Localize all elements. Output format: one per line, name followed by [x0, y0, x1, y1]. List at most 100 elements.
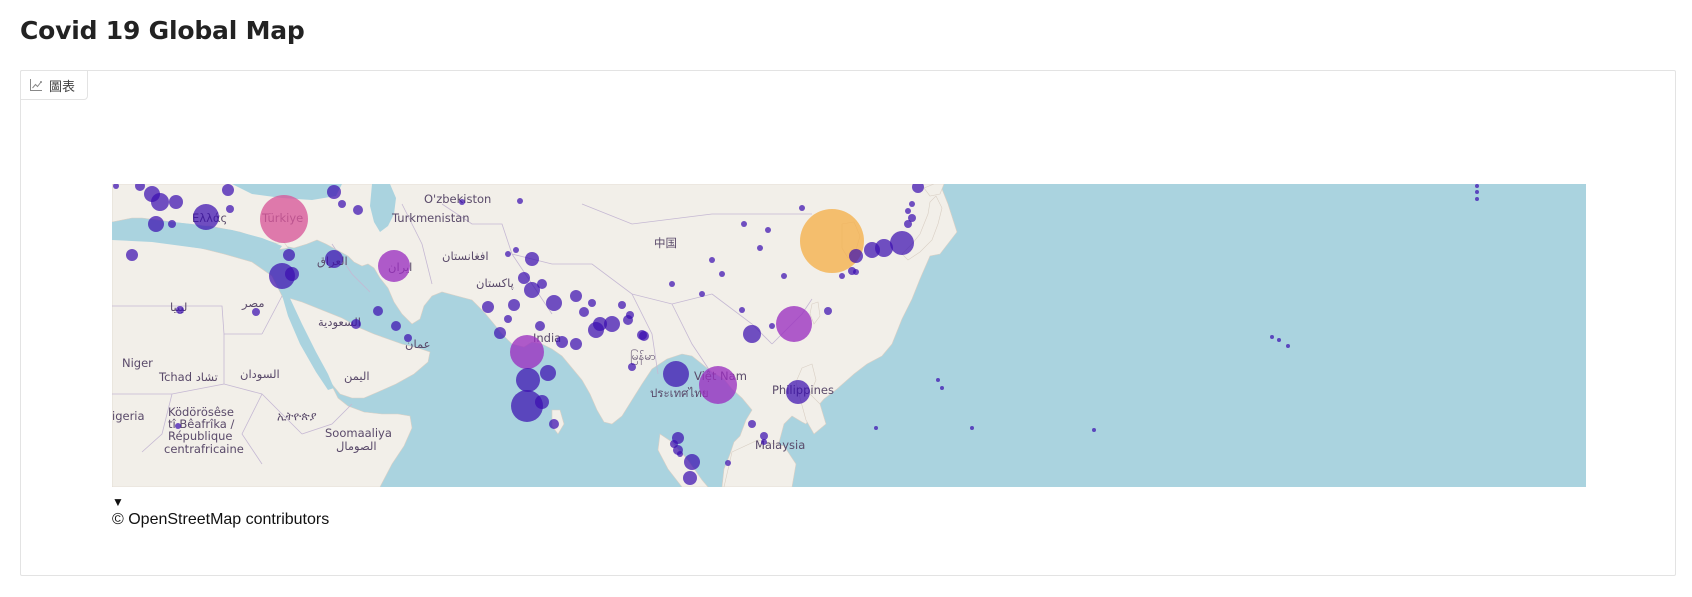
case-bubble[interactable] [1286, 344, 1290, 348]
case-bubble[interactable] [593, 317, 607, 331]
case-bubble[interactable] [699, 366, 737, 404]
case-bubble[interactable] [683, 471, 697, 485]
case-bubble[interactable] [513, 247, 519, 253]
case-bubble[interactable] [853, 269, 859, 275]
case-bubble[interactable] [719, 271, 725, 277]
case-bubble[interactable] [510, 335, 544, 369]
case-bubble[interactable] [144, 186, 160, 202]
case-bubble[interactable] [535, 321, 545, 331]
case-bubble[interactable] [760, 432, 768, 440]
chart-tab[interactable]: 圖表 [20, 70, 88, 100]
case-bubble[interactable] [540, 365, 556, 381]
case-bubble[interactable] [824, 307, 832, 315]
case-bubble[interactable] [725, 460, 731, 466]
case-bubble[interactable] [781, 273, 787, 279]
case-bubble[interactable] [283, 249, 295, 261]
case-bubble[interactable] [1475, 184, 1479, 188]
case-bubble[interactable] [391, 321, 401, 331]
case-bubble[interactable] [537, 279, 547, 289]
case-bubble[interactable] [373, 306, 383, 316]
case-bubble[interactable] [669, 281, 675, 287]
case-bubble[interactable] [905, 208, 911, 214]
case-bubble[interactable] [626, 311, 634, 319]
case-bubble[interactable] [570, 338, 582, 350]
case-bubble[interactable] [549, 419, 559, 429]
case-bubble[interactable] [222, 184, 234, 196]
case-bubble[interactable] [226, 205, 234, 213]
case-bubble[interactable] [588, 299, 596, 307]
case-bubble[interactable] [604, 316, 620, 332]
case-bubble[interactable] [508, 299, 520, 311]
case-bubble[interactable] [285, 267, 299, 281]
case-bubble[interactable] [169, 195, 183, 209]
case-bubble[interactable] [260, 195, 308, 243]
case-bubble[interactable] [378, 250, 410, 282]
case-bubble[interactable] [252, 308, 260, 316]
case-bubble[interactable] [904, 220, 912, 228]
map-area[interactable]: O'zbekistonTürkiyeTurkmenistan中国افغانستا… [112, 184, 1586, 487]
case-bubble[interactable] [684, 454, 700, 470]
case-bubble[interactable] [505, 251, 511, 257]
case-bubble[interactable] [482, 301, 494, 313]
case-bubble[interactable] [743, 325, 761, 343]
case-bubble[interactable] [786, 380, 810, 404]
case-bubble[interactable] [570, 290, 582, 302]
case-bubble[interactable] [351, 319, 361, 329]
case-bubble[interactable] [535, 395, 549, 409]
case-bubble[interactable] [168, 220, 176, 228]
case-bubble[interactable] [849, 249, 863, 263]
case-bubble[interactable] [1277, 338, 1281, 342]
case-bubble[interactable] [516, 368, 540, 392]
case-bubble[interactable] [504, 315, 512, 323]
case-bubble[interactable] [748, 420, 756, 428]
case-bubble[interactable] [511, 390, 543, 422]
case-bubble[interactable] [677, 451, 683, 457]
case-bubble[interactable] [670, 440, 678, 448]
case-bubble[interactable] [556, 336, 568, 348]
case-bubble[interactable] [761, 439, 767, 445]
case-bubble[interactable] [193, 204, 219, 230]
case-bubble[interactable] [126, 249, 138, 261]
case-bubble[interactable] [1475, 190, 1479, 194]
case-bubble[interactable] [839, 273, 845, 279]
case-bubble[interactable] [637, 330, 647, 340]
case-bubble[interactable] [628, 363, 636, 371]
map-svg[interactable]: O'zbekistonTürkiyeTurkmenistan中国افغانستا… [112, 184, 1586, 487]
case-bubble[interactable] [325, 250, 343, 268]
case-bubble[interactable] [518, 272, 530, 284]
case-bubble[interactable] [517, 198, 523, 204]
case-bubble[interactable] [739, 307, 745, 313]
case-bubble[interactable] [776, 306, 812, 342]
case-bubble[interactable] [176, 306, 184, 314]
case-bubble[interactable] [579, 307, 589, 317]
case-bubble[interactable] [864, 242, 880, 258]
case-bubble[interactable] [769, 323, 775, 329]
case-bubble[interactable] [912, 184, 924, 193]
attribution-toggle[interactable]: ▼ [112, 495, 124, 509]
case-bubble[interactable] [404, 334, 412, 342]
case-bubble[interactable] [799, 205, 805, 211]
case-bubble[interactable] [459, 199, 465, 205]
case-bubble[interactable] [327, 185, 341, 199]
case-bubble[interactable] [909, 201, 915, 207]
case-bubble[interactable] [699, 291, 705, 297]
case-bubble[interactable] [546, 295, 562, 311]
case-bubble[interactable] [765, 227, 771, 233]
case-bubble[interactable] [494, 327, 506, 339]
case-bubble[interactable] [524, 282, 540, 298]
case-bubble[interactable] [890, 231, 914, 255]
case-bubble[interactable] [800, 209, 864, 273]
case-bubble[interactable] [757, 245, 763, 251]
case-bubble[interactable] [135, 184, 145, 191]
case-bubble[interactable] [940, 386, 944, 390]
case-bubble[interactable] [148, 216, 164, 232]
case-bubble[interactable] [970, 426, 974, 430]
case-bubble[interactable] [338, 200, 346, 208]
case-bubble[interactable] [353, 205, 363, 215]
case-bubble[interactable] [709, 257, 715, 263]
case-bubble[interactable] [618, 301, 626, 309]
case-bubble[interactable] [113, 184, 119, 189]
case-bubble[interactable] [525, 252, 539, 266]
case-bubble[interactable] [1475, 197, 1479, 201]
case-bubble[interactable] [175, 423, 181, 429]
